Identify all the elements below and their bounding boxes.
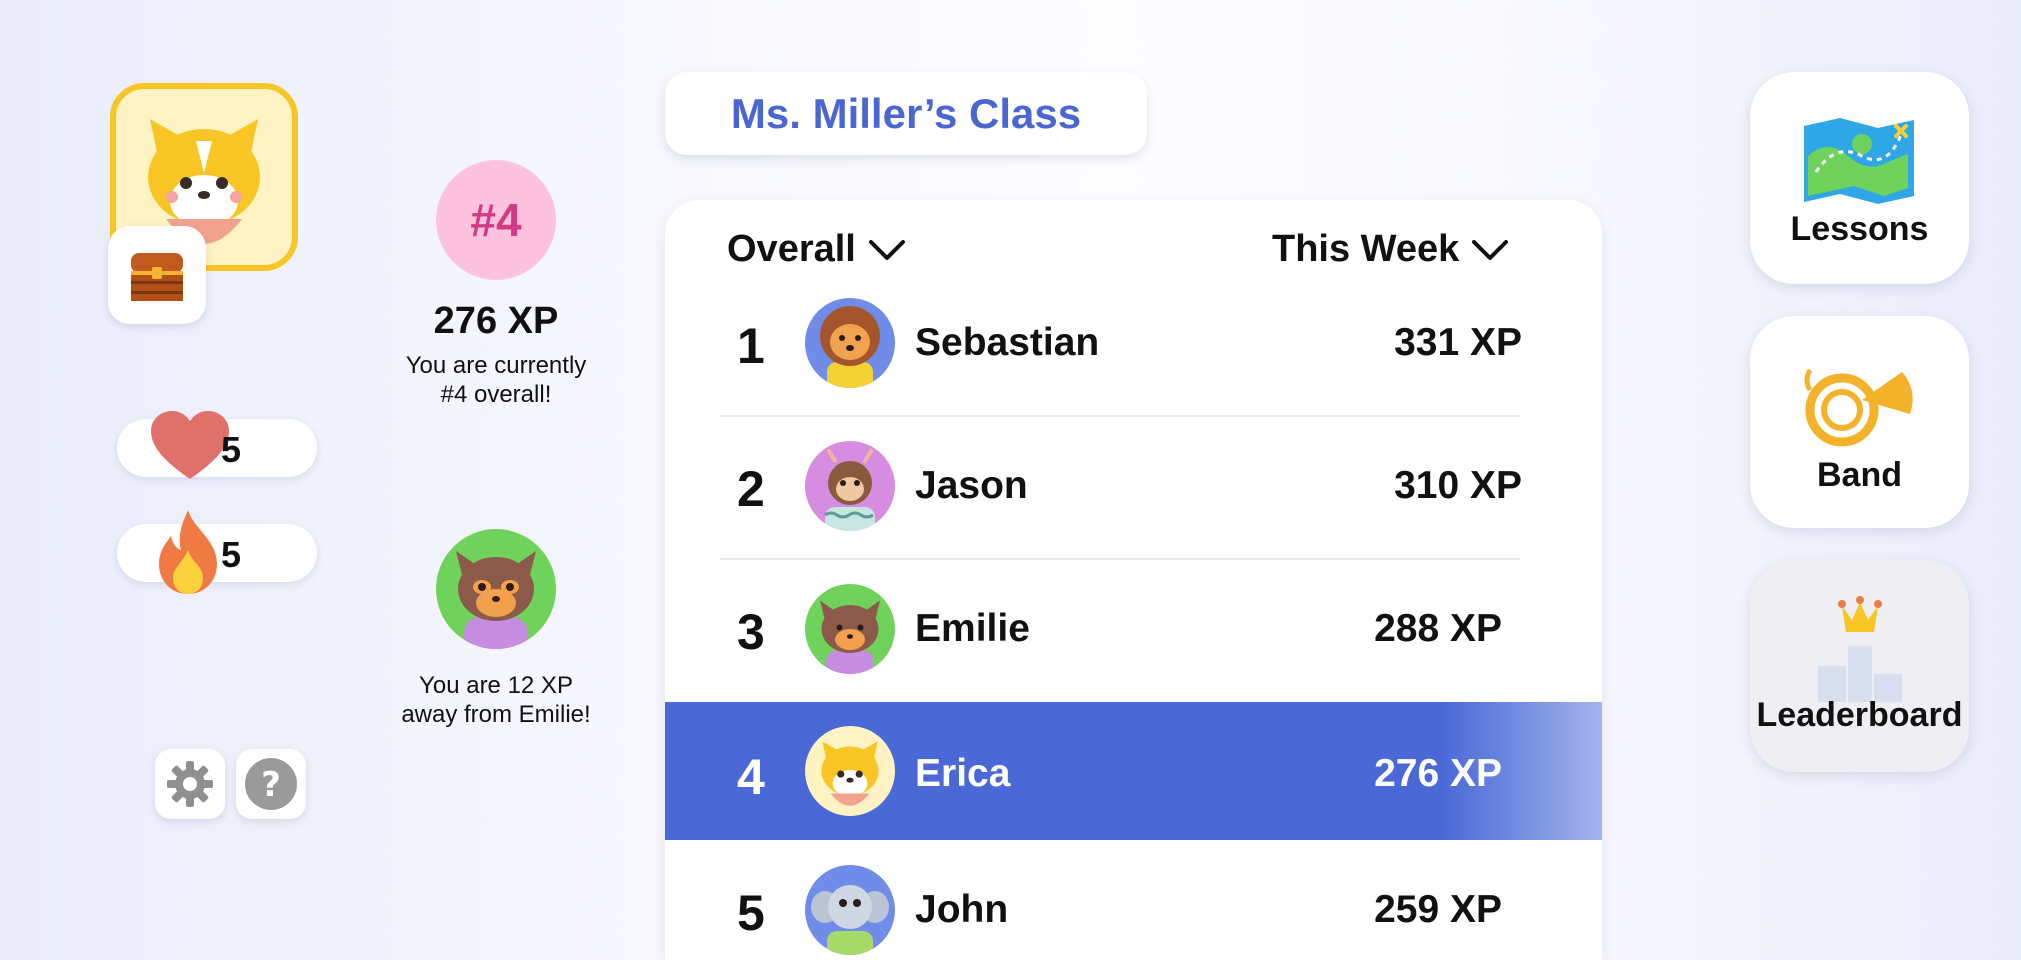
period-filter-label: This Week [1272,228,1460,270]
lion-avatar [805,298,895,388]
rank-number: 3 [737,604,765,660]
nav-leaderboard-button[interactable]: Leaderboard [1750,560,1969,772]
leaderboard-row[interactable]: 3 Emilie 288 XP [665,559,1602,701]
rank-number: 5 [737,885,765,941]
chevron-down-icon [868,239,905,260]
elephant-avatar [805,865,895,955]
rank-badge: #4 [436,160,556,280]
leaderboard-row[interactable]: 2 Jason 310 XP [720,416,1522,560]
nav-lessons-button[interactable]: Lessons [1750,72,1969,284]
podium-crown-icon [1818,596,1902,702]
cat-avatar [456,551,536,649]
rank-message-line: #4 overall! [440,381,552,408]
next-target-message: You are 12 XP away from Emilie! [380,671,612,729]
scope-filter-label: Overall [727,228,856,270]
treasure-chest-button[interactable] [108,226,206,324]
period-filter-dropdown[interactable]: This Week [1272,228,1509,271]
treasure-chest-icon [131,253,183,301]
nav-band-label: Band [1817,456,1902,494]
next-target-avatar [436,529,556,649]
nav-lessons-label: Lessons [1790,210,1929,248]
nav-leaderboard-label: Leaderboard [1756,696,1963,734]
player-xp: 276 XP [1374,752,1502,795]
gear-icon [167,761,213,807]
flame-icon [159,510,217,594]
player-name: Erica [915,752,1011,795]
xp-total: 276 XP [433,300,559,342]
leaderboard-row[interactable]: 5 John 259 XP [665,840,1602,960]
rank-number: 4 [737,749,765,805]
player-xp: 331 XP [1394,321,1522,364]
next-message-line: You are 12 XP [419,672,573,699]
streak-counter: 5 [117,510,317,594]
player-name: John [915,888,1009,931]
hearts-counter: 5 [117,411,317,479]
rank-message-line: You are currently [405,352,587,379]
cat-avatar [805,584,895,674]
leaderboard-row-current-user[interactable]: 4 Erica 276 XP [665,702,1602,840]
svg-text:?: ? [261,765,281,805]
rank-number: 1 [737,318,765,374]
player-name: Emilie [915,607,1030,650]
settings-button[interactable] [155,749,225,819]
question-icon: ? [245,758,297,810]
player-xp: 288 XP [1374,607,1502,650]
player-name: Sebastian [915,321,1100,364]
chevron-down-icon [1472,239,1509,260]
player-name: Jason [915,464,1028,507]
player-xp: 259 XP [1374,888,1502,931]
hearts-count: 5 [221,429,242,470]
corgi-avatar [805,726,895,816]
leaderboard-row[interactable]: 1 Sebastian 331 XP [720,273,1522,417]
nav-band-button[interactable]: Band [1750,316,1969,528]
french-horn-icon [1804,368,1913,447]
streak-count: 5 [221,534,242,575]
monkey-avatar [805,441,895,531]
rank-message: You are currently #4 overall! [380,351,612,409]
heart-icon [151,411,229,479]
help-button[interactable]: ? [236,749,306,819]
player-xp: 310 XP [1394,464,1522,507]
rank-number: 2 [737,461,765,517]
next-message-line: away from Emilie! [401,701,591,728]
map-icon [1804,118,1914,204]
scope-filter-dropdown[interactable]: Overall [727,228,906,271]
class-title: Ms. Miller’s Class [665,72,1147,155]
leaderboard-panel: Overall This Week 1 Sebastian 331 XP 2 [665,200,1602,960]
